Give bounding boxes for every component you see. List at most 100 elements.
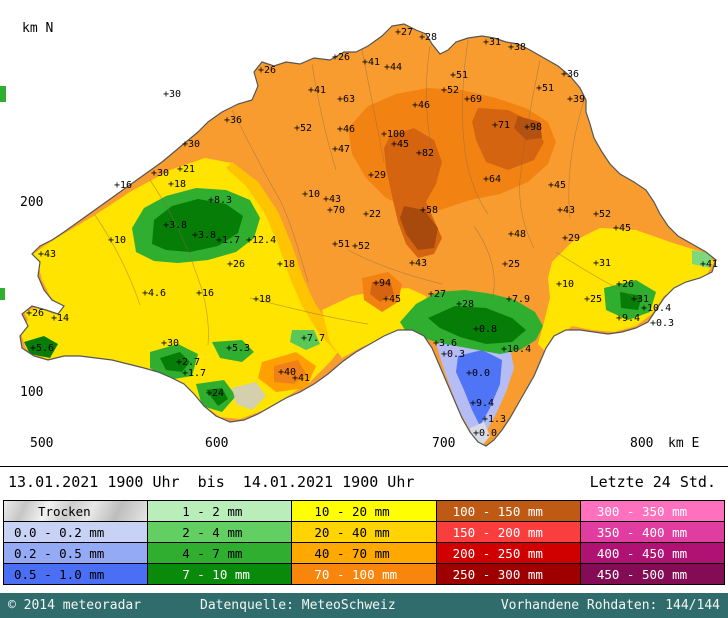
precip-green-valais-1-dark (160, 352, 190, 372)
station-value: +43 (409, 258, 427, 269)
legend-cell: 200 - 250 mm (435, 542, 581, 564)
map-area: +27 +28 +31 +38 +26 +41 +44 +26 +36 +51 +51 +52 +41 +… (0, 21, 718, 451)
station-value: +16 (114, 180, 132, 191)
footer-bar: © 2014 meteoradar Datenquelle: MeteoSchw… (0, 593, 728, 618)
station-value: +51 (332, 239, 350, 250)
station-value: +29 (562, 233, 580, 244)
station-value: +31 (593, 258, 611, 269)
precip-gray-valais (232, 382, 266, 410)
station-value: +52 (593, 209, 611, 220)
station-value: +10.4 (641, 303, 671, 314)
legend-cell: 0.2 - 0.5 mm (3, 542, 149, 564)
axis-x-700: 700 (432, 436, 455, 451)
station-value: +7.9 (506, 294, 530, 305)
station-value: +63 (337, 94, 355, 105)
station-value: +70 (327, 205, 345, 216)
station-value: +0.0 (473, 428, 497, 439)
station-value: +38 (508, 42, 526, 53)
station-value: +41 (292, 373, 310, 384)
axis-x-600: 600 (205, 436, 228, 451)
station-value: +26 (616, 279, 634, 290)
legend-cell: 400 - 450 mm (579, 542, 726, 564)
station-value: +12.4 (246, 235, 276, 246)
station-value: +39 (567, 94, 585, 105)
time-range-bar: 13.01.2021 1900 Uhr bis 14.01.2021 1900 … (0, 466, 728, 496)
station-value: +52 (294, 123, 312, 134)
precip-green-spot-77 (290, 330, 320, 350)
legend-column: 300 - 350 mm 350 - 400 mm 400 - 450 mm 450 … (579, 500, 726, 585)
station-values-layer: +27 +28 +31 +38+26 +41 +44+26 +36+51+51+52+41+… (26, 27, 718, 439)
precip-gold-band (226, 162, 346, 352)
station-value: +0.3 (441, 349, 465, 360)
station-value: +45 (613, 223, 631, 234)
station-value: +94 (373, 278, 391, 289)
station-value: +51 (450, 70, 468, 81)
legend-cell: 70 - 100 mm (291, 563, 437, 585)
station-value: +28 (456, 299, 474, 310)
precip-darkorange-spot-94-core (370, 280, 394, 302)
station-value: +9.4 (470, 398, 494, 409)
station-value: +14 (51, 313, 69, 324)
station-value: +10.4 (501, 344, 531, 355)
time-range-label: Letzte 24 Std. (589, 472, 716, 491)
station-value: +36 (224, 115, 242, 126)
station-value: +58 (420, 205, 438, 216)
station-value: +7.7 (301, 333, 325, 344)
station-value: +64 (483, 174, 501, 185)
legend-cell: 10 - 20 mm (291, 500, 437, 522)
station-value: +52 (352, 241, 370, 252)
station-value: +48 (508, 229, 526, 240)
edge-fragment (0, 86, 6, 102)
legend-cell: 1 - 2 mm (147, 500, 293, 522)
station-value: +26 (332, 52, 350, 63)
station-value: +25 (584, 294, 602, 305)
axis-labels-layer: km N 200 100 500 600 700 800 km E (20, 21, 699, 451)
data-source-text: Datenquelle: MeteoSchweiz (200, 598, 396, 613)
station-value: +10 (108, 235, 126, 246)
precip-blue-ticino (456, 350, 502, 426)
station-value: +41 (700, 259, 718, 270)
legend-column: 100 - 150 mm 150 - 200 mm 200 - 250 mm 250 … (435, 500, 581, 585)
precipitation-map: +27 +28 +31 +38+26 +41 +44+26 +36+51+51+52+41+… (0, 21, 718, 451)
precip-brown-center-core (400, 206, 438, 250)
station-value: +36 (561, 69, 579, 80)
axis-x-500: 500 (30, 436, 53, 451)
station-value: +27 (428, 289, 446, 300)
station-value: +1.7 (182, 368, 206, 379)
station-value: +2.7 (176, 357, 200, 368)
legend-cell: 0.0 - 0.2 mm (3, 521, 149, 543)
station-value: +1.7 (216, 235, 240, 246)
edge-fragment (0, 288, 5, 300)
precip-green-far-east (692, 250, 712, 268)
legend-cell: 4 - 7 mm (147, 542, 293, 564)
station-value: +18 (277, 259, 295, 270)
station-value: +28 (419, 32, 437, 43)
station-value: +45 (391, 139, 409, 150)
station-value: +8.3 (208, 195, 232, 206)
station-value: +26 (26, 308, 44, 319)
station-value: +45 (548, 180, 566, 191)
station-value: +40 (278, 367, 296, 378)
legend-cell: 250 - 300 mm (435, 563, 581, 585)
legend-cell: 2 - 4 mm (147, 521, 293, 543)
precip-brown-spot-98 (514, 116, 542, 140)
legend-cell: 350 - 400 mm (579, 521, 726, 543)
axis-x-800: 800 (630, 436, 653, 451)
copyright-text: © 2014 meteoradar (8, 598, 142, 613)
station-value: +100 (381, 129, 405, 140)
axis-y-200: 200 (20, 195, 43, 210)
station-value: +26 (258, 65, 276, 76)
legend-cell: 100 - 150 mm (435, 500, 581, 522)
station-value: +71 (492, 120, 510, 131)
station-value: +0.8 (473, 324, 497, 335)
time-period: 13.01.2021 1900 Uhr bis 14.01.2021 1900 … (8, 472, 415, 491)
station-value: +29 (368, 170, 386, 181)
station-value: +43 (323, 194, 341, 205)
precip-yellow-south-center (322, 288, 432, 358)
precip-yellow-west (21, 158, 346, 419)
legend-cell: 7 - 10 mm (147, 563, 293, 585)
station-value: +9.4 (616, 313, 640, 324)
station-value: +18 (253, 294, 271, 305)
station-value: +41 (308, 85, 326, 96)
station-value: +30 (163, 89, 181, 100)
